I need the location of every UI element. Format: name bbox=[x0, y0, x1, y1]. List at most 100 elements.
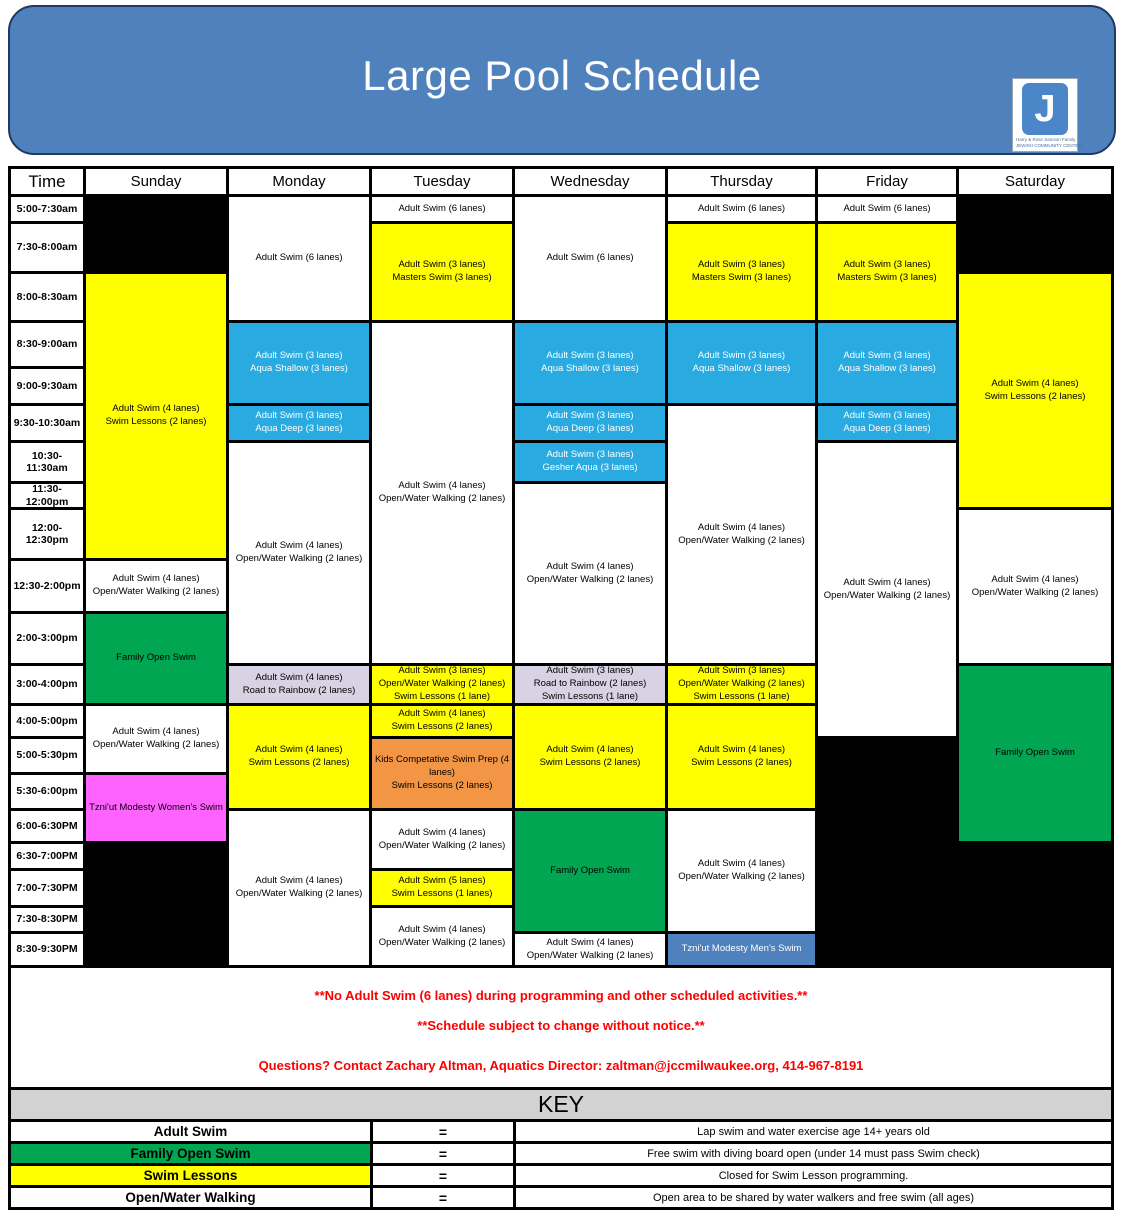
time-slot-label: 12:30-2:00pm bbox=[11, 561, 83, 611]
page-title: Large Pool Schedule bbox=[362, 52, 762, 99]
schedule-cell-closed bbox=[818, 739, 956, 965]
day-header-sunday: Sunday bbox=[86, 169, 226, 194]
schedule-cell: Adult Swim (4 lanes) Road to Rainbow (2 … bbox=[229, 666, 369, 703]
schedule-cell: Adult Swim (3 lanes) Road to Rainbow (2 … bbox=[515, 665, 665, 703]
time-slot-label: 6:30-7:00PM bbox=[11, 844, 83, 868]
key-description: Open area to be shared by water walkers … bbox=[516, 1188, 1111, 1207]
time-slot-label: 9:00-9:30am bbox=[11, 369, 83, 403]
schedule-cell: Family Open Swim bbox=[515, 811, 665, 931]
time-slot-label: 11:30- 12:00pm bbox=[11, 483, 83, 508]
time-slot-label: 5:30-6:00pm bbox=[11, 775, 83, 808]
time-slot-label: 5:00-7:30am bbox=[11, 197, 83, 221]
note-contact: Questions? Contact Zachary Altman, Aquat… bbox=[258, 1058, 864, 1073]
schedule-cell-closed bbox=[86, 197, 226, 271]
key-label: Open/Water Walking bbox=[11, 1188, 370, 1207]
schedule-cell: Tzni'ut Modesty Men's Swim bbox=[668, 934, 815, 965]
key-label: Family Open Swim bbox=[11, 1144, 370, 1163]
schedule-cell: Adult Swim (4 lanes) Open/Water Walking … bbox=[818, 443, 956, 736]
schedule-cell: Adult Swim (6 lanes) bbox=[372, 197, 512, 221]
time-slot-label: 7:00-7:30PM bbox=[11, 871, 83, 905]
schedule-cell: Adult Swim (3 lanes) Aqua Deep (3 lanes) bbox=[818, 406, 956, 440]
schedule-cell: Adult Swim (4 lanes) Swim Lessons (2 lan… bbox=[515, 706, 665, 808]
day-header-time: Time bbox=[11, 169, 83, 194]
time-slot-label: 3:00-4:00pm bbox=[11, 666, 83, 703]
schedule-cell-closed bbox=[959, 844, 1111, 965]
jcc-logo-text-line1: Harry & Rose Samson Family bbox=[1016, 137, 1076, 143]
key-label: Swim Lessons bbox=[11, 1166, 370, 1185]
notes-section: **No Adult Swim (6 lanes) during program… bbox=[8, 968, 1114, 1090]
schedule-cell: Adult Swim (6 lanes) bbox=[668, 197, 815, 221]
schedule-cell: Adult Swim (6 lanes) bbox=[818, 197, 956, 221]
schedule-cell: Adult Swim (3 lanes) Aqua Shallow (3 lan… bbox=[515, 323, 665, 403]
schedule-cell: Adult Swim (4 lanes) Open/Water Walking … bbox=[229, 811, 369, 965]
schedule-cell: Family Open Swim bbox=[959, 666, 1111, 841]
time-slot-label: 8:00-8:30am bbox=[11, 274, 83, 320]
time-slot-label: 2:00-3:00pm bbox=[11, 614, 83, 663]
key-equals: = bbox=[373, 1122, 513, 1141]
schedule-cell: Adult Swim (4 lanes) Open/Water Walking … bbox=[515, 934, 665, 965]
time-slot-label: 7:30-8:00am bbox=[11, 224, 83, 271]
time-slot-label: 4:00-5:00pm bbox=[11, 706, 83, 736]
schedule-cell-closed bbox=[86, 844, 226, 965]
schedule-cell: Adult Swim (3 lanes) Aqua Shallow (3 lan… bbox=[818, 323, 956, 403]
schedule-cell: Adult Swim (3 lanes) Aqua Deep (3 lanes) bbox=[515, 406, 665, 440]
key-description: Closed for Swim Lesson programming. bbox=[516, 1166, 1111, 1185]
time-slot-label: 5:00-5:30pm bbox=[11, 739, 83, 772]
key-rows: Adult Swim = Lap swim and water exercise a… bbox=[11, 1122, 1111, 1207]
schedule-cell: Adult Swim (4 lanes) Open/Water Walking … bbox=[229, 443, 369, 663]
schedule-cell: Adult Swim (4 lanes) Swim Lessons (2 lan… bbox=[86, 274, 226, 558]
jcc-logo: J Harry & Rose Samson Family JEWISH COMM… bbox=[1012, 78, 1082, 152]
schedule-cell: Adult Swim (4 lanes) Open/Water Walking … bbox=[515, 484, 665, 663]
time-slot-label: 12:00- 12:30pm bbox=[11, 510, 83, 558]
schedule-cell: Adult Swim (4 lanes) Open/Water Walking … bbox=[372, 811, 512, 868]
schedule-cell-closed bbox=[959, 197, 1111, 271]
time-slot-label: 6:00-6:30PM bbox=[11, 811, 83, 841]
key-section: KEY Adult Swim = Lap swim and water exerci… bbox=[8, 1090, 1114, 1210]
schedule-cell: Tzni'ut Modesty Women's Swim bbox=[86, 775, 226, 841]
schedule-cell: Adult Swim (3 lanes) Open/Water Walking … bbox=[668, 665, 815, 703]
key-description: Lap swim and water exercise age 14+ year… bbox=[516, 1122, 1111, 1141]
schedule-cell: Adult Swim (6 lanes) bbox=[229, 197, 369, 320]
key-equals: = bbox=[373, 1166, 513, 1185]
time-slot-label: 7:30-8:30PM bbox=[11, 908, 83, 931]
schedule-cell: Adult Swim (4 lanes) Open/Water Walking … bbox=[668, 811, 815, 931]
schedule-cell: Adult Swim (3 lanes) Open/Water Walking … bbox=[372, 665, 512, 703]
day-header-saturday: Saturday bbox=[959, 169, 1111, 194]
schedule-cell: Adult Swim (4 lanes) Open/Water Walking … bbox=[86, 561, 226, 611]
key-equals: = bbox=[373, 1188, 513, 1207]
schedule-cell: Adult Swim (4 lanes) Swim Lessons (2 lan… bbox=[668, 706, 815, 808]
schedule-cell: Adult Swim (4 lanes) Swim Lessons (2 lan… bbox=[959, 274, 1111, 507]
schedule-cell: Adult Swim (3 lanes) Masters Swim (3 lan… bbox=[818, 224, 956, 320]
schedule-cell: Adult Swim (4 lanes) Swim Lessons (2 lan… bbox=[229, 706, 369, 808]
schedule-cell: Adult Swim (4 lanes) Open/Water Walking … bbox=[372, 323, 512, 663]
day-header-friday: Friday bbox=[818, 169, 956, 194]
jcc-logo-text-line2: JEWISH COMMUNITY CENTER bbox=[1016, 143, 1082, 149]
jcc-logo-j-icon: J bbox=[1022, 83, 1068, 136]
schedule-cell: Adult Swim (4 lanes) Open/Water Walking … bbox=[668, 406, 815, 663]
day-header-thursday: Thursday bbox=[668, 169, 815, 194]
schedule-cell: Adult Swim (3 lanes) Aqua Shallow (3 lan… bbox=[668, 323, 815, 403]
day-header-tuesday: Tuesday bbox=[372, 169, 512, 194]
time-slot-label: 9:30-10:30am bbox=[11, 406, 83, 440]
note-no-adult-swim: **No Adult Swim (6 lanes) during program… bbox=[314, 988, 808, 1003]
schedule-cell: Adult Swim (4 lanes) Open/Water Walking … bbox=[372, 908, 512, 965]
day-header-wednesday: Wednesday bbox=[515, 169, 665, 194]
key-label: Adult Swim bbox=[11, 1122, 370, 1141]
key-title: KEY bbox=[11, 1090, 1111, 1122]
key-description: Free swim with diving board open (under … bbox=[516, 1144, 1111, 1163]
schedule-cell: Adult Swim (3 lanes) Aqua Shallow (3 lan… bbox=[229, 323, 369, 403]
time-slot-label: 8:30-9:00am bbox=[11, 323, 83, 366]
schedule-cell: Adult Swim (3 lanes) Aqua Deep (3 lanes) bbox=[229, 406, 369, 440]
note-schedule-change: **Schedule subject to change without not… bbox=[417, 1018, 705, 1033]
schedule-cell: Adult Swim (4 lanes) Open/Water Walking … bbox=[86, 706, 226, 772]
time-slot-label: 8:30-9:30PM bbox=[11, 934, 83, 965]
time-slot-label: 10:30- 11:30am bbox=[11, 443, 83, 481]
schedule-cell: Adult Swim (4 lanes) Open/Water Walking … bbox=[959, 510, 1111, 663]
schedule-cell: Kids Competative Swim Prep (4 lanes) Swi… bbox=[372, 739, 512, 808]
schedule-cell: Adult Swim (3 lanes) Masters Swim (3 lan… bbox=[372, 224, 512, 320]
schedule-grid: Time Sunday Monday Tuesday Wednesday Thursday… bbox=[8, 166, 1114, 968]
schedule-cell: Adult Swim (6 lanes) bbox=[515, 197, 665, 320]
schedule-cell: Adult Swim (3 lanes) Masters Swim (3 lan… bbox=[668, 224, 815, 320]
schedule-cell: Family Open Swim bbox=[86, 614, 226, 703]
